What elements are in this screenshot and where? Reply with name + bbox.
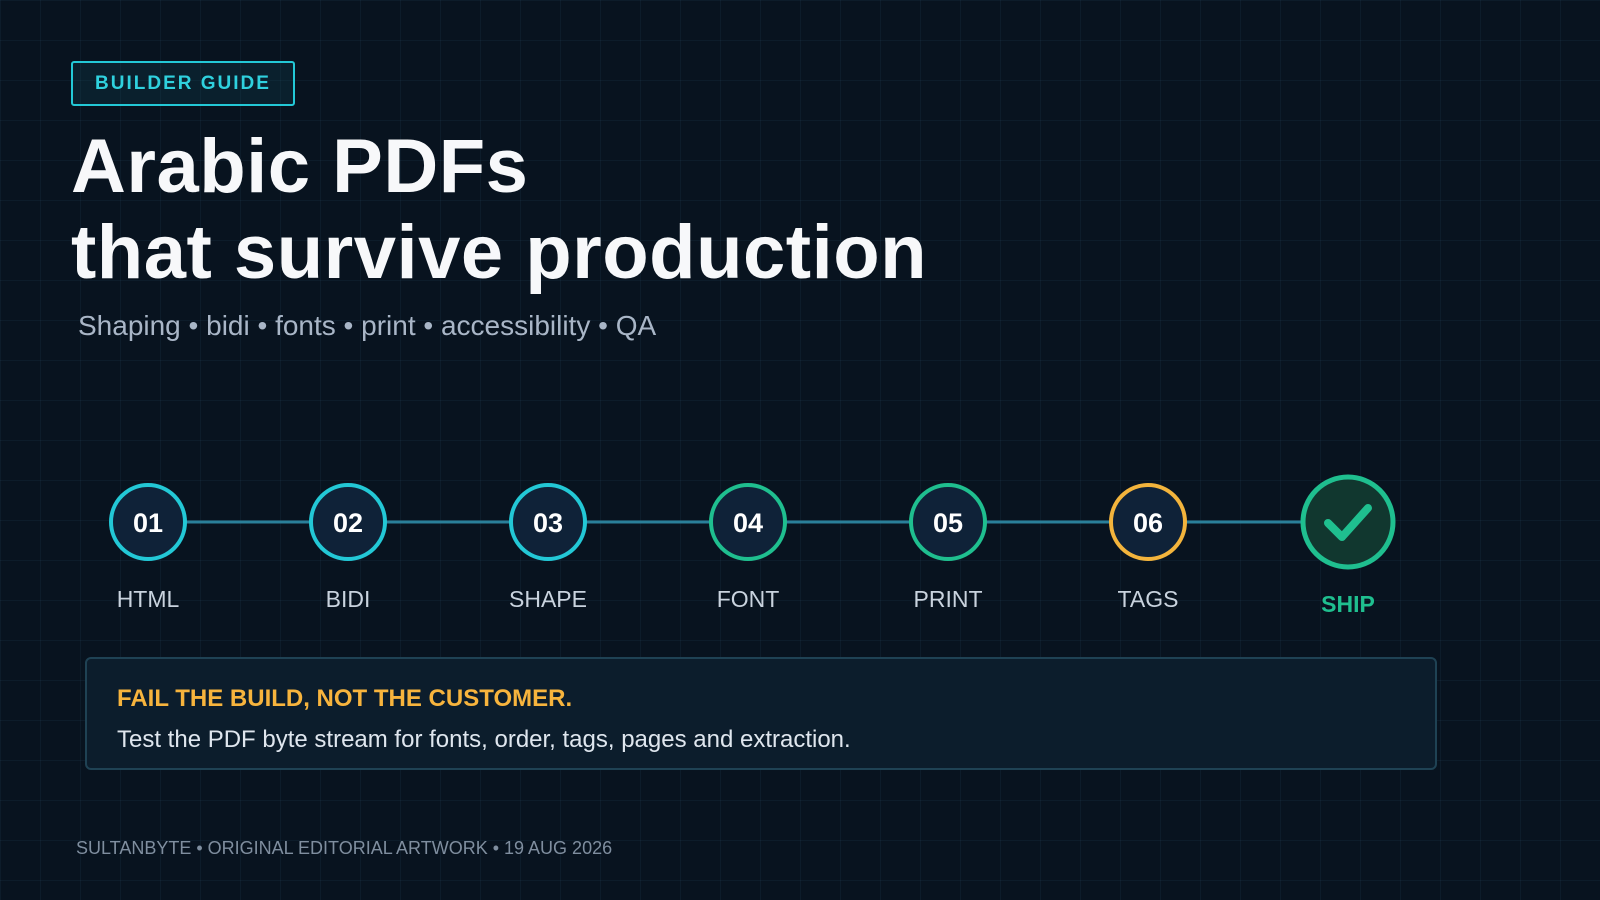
step-number-02: 02 xyxy=(333,508,363,538)
callout-title: FAIL THE BUILD, NOT THE CUSTOMER. xyxy=(117,685,573,712)
step-node-02 xyxy=(309,483,387,561)
step-node-05 xyxy=(909,483,987,561)
step-label-font: FONT xyxy=(717,586,780,612)
step-number-06: 06 xyxy=(1133,508,1163,538)
step-node-01 xyxy=(109,483,187,561)
step-node-04 xyxy=(709,483,787,561)
page-title: Arabic PDFs that survive production xyxy=(71,124,927,296)
step-label-bidi: BIDI xyxy=(326,586,371,612)
step-label-print: PRINT xyxy=(914,586,983,612)
step-node-06 xyxy=(1109,483,1187,561)
step-number-03: 03 xyxy=(533,508,563,538)
step-number-04: 04 xyxy=(733,508,763,538)
pipeline-diagram: 01 HTML 02 BIDI 03 SHAPE 04 FONT 05 PRINT 06 TAGS SH… xyxy=(109,474,1396,617)
page-subtitle: Shaping • bidi • fonts • print • accessi… xyxy=(78,310,657,341)
step-number-05: 05 xyxy=(933,508,963,538)
step-node-03 xyxy=(509,483,587,561)
step-label-html: HTML xyxy=(117,586,180,612)
title-line-1: Arabic PDFs xyxy=(71,124,529,209)
builder-guide-badge: BUILDER GUIDE xyxy=(71,61,295,106)
step-label-tags: TAGS xyxy=(1118,586,1179,612)
callout-box: FAIL THE BUILD, NOT THE CUSTOMER. Test t… xyxy=(85,657,1437,770)
step-label-shape: SHAPE xyxy=(509,586,587,612)
step-number-01: 01 xyxy=(133,508,163,538)
callout-text: Test the PDF byte stream for fonts, orde… xyxy=(117,726,851,753)
title-line-2: that survive production xyxy=(71,210,928,295)
ship-node xyxy=(1300,474,1396,570)
footer-credit: SULTANBYTE • ORIGINAL EDITORIAL ARTWORK … xyxy=(76,838,613,858)
ship-label: SHIP xyxy=(1321,591,1375,617)
checkmark-icon xyxy=(1324,504,1372,541)
